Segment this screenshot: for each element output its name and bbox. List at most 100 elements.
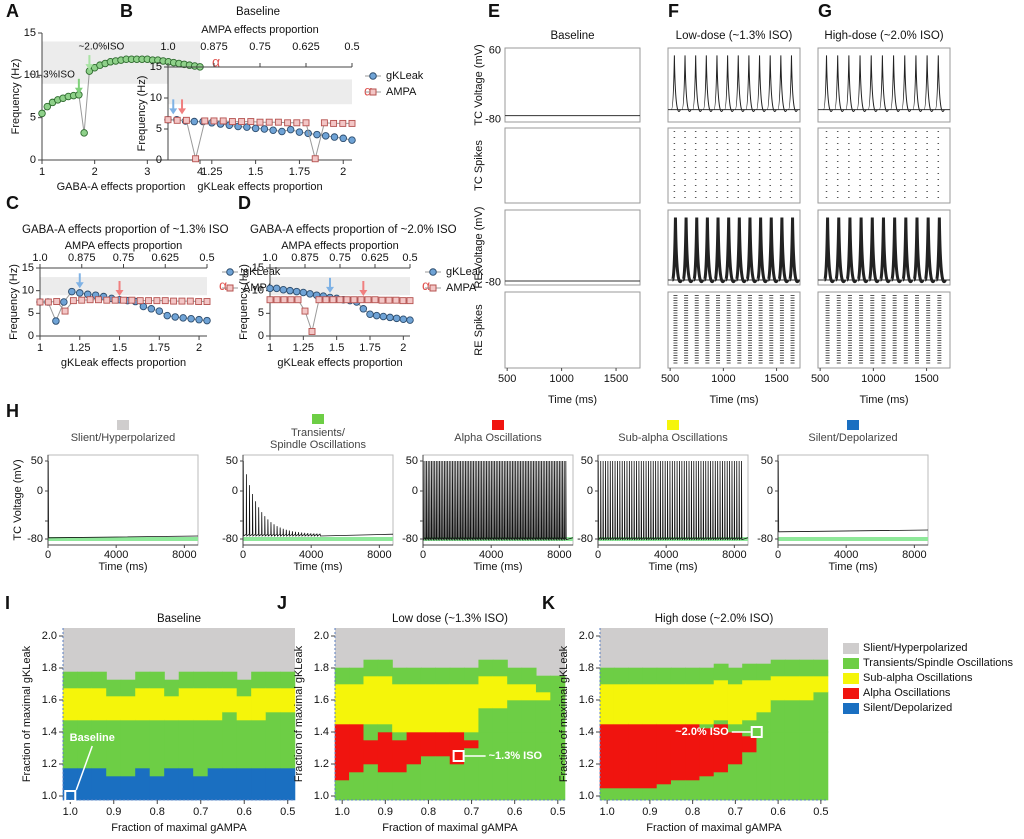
y-tick-label: 15 [24, 27, 36, 39]
region-cell [363, 739, 379, 765]
region-cell [334, 667, 350, 685]
region-cell [120, 775, 136, 801]
region-cell [420, 667, 436, 685]
x-tick-label: 3 [144, 166, 150, 178]
x-axis-label: Time (ms) [648, 561, 697, 573]
region-cell [207, 671, 223, 689]
y-tick-label: -80 [577, 533, 593, 545]
y-tick-label: 1.8 [42, 662, 57, 674]
y-tick-label: 1.0 [579, 790, 594, 802]
region-cell [478, 659, 494, 677]
region-cell [727, 731, 743, 765]
panel-title: Sub-alpha Oscillations [618, 432, 728, 444]
y-tick-label: 0 [30, 154, 36, 166]
y-tick-label: 1.4 [314, 726, 329, 738]
x2-tick-label: 0.875 [200, 41, 228, 53]
x2-tick-label: 0.625 [361, 252, 389, 264]
region-cell [377, 659, 393, 677]
voltage-spike [787, 55, 798, 112]
y-tick-label: 0 [156, 154, 162, 166]
marker [339, 134, 347, 143]
marker [299, 288, 308, 297]
region-cell [756, 735, 772, 801]
marker [269, 126, 277, 134]
trace-frame [504, 127, 641, 204]
y-tick-label: 5 [156, 123, 162, 135]
region-cell [91, 767, 107, 801]
panel-title: Baseline [157, 613, 201, 625]
marker [60, 298, 68, 306]
x-tick-label: 1.0 [599, 806, 614, 818]
marker [386, 313, 394, 322]
marker [378, 296, 386, 304]
region-cell [236, 767, 252, 801]
trace-frame [504, 47, 641, 123]
region-cell [492, 675, 508, 709]
x-tick-label: 1000 [711, 373, 735, 385]
region-cell [799, 699, 815, 733]
x-tick-label: 4 [197, 166, 203, 178]
voltage-spike [724, 217, 737, 284]
x-tick-label: 1.5 [329, 342, 344, 354]
region-cell [449, 731, 465, 765]
panel-title: Slient/Hyperpolarized [71, 432, 176, 444]
y-tick-label: 10 [24, 69, 36, 81]
arrow-head [74, 87, 83, 94]
y-tick-label: 1.4 [579, 726, 594, 738]
region-cell [164, 679, 180, 697]
region-cell [435, 731, 451, 757]
region-cell [178, 767, 194, 801]
y-tick-label: 0 [28, 330, 34, 342]
voltage-spike [867, 217, 880, 284]
marker [348, 136, 356, 144]
region-cell [135, 687, 151, 721]
region-cell [106, 679, 122, 697]
marker [359, 305, 368, 313]
voltage-spike [766, 55, 777, 112]
marker [313, 130, 321, 139]
marker [161, 297, 169, 305]
y-tick-label: 0 [767, 485, 773, 497]
marker [80, 129, 88, 137]
x-tick-label: 0.5 [550, 806, 565, 818]
x-tick-label: 4000 [479, 549, 503, 561]
region-cell [521, 699, 537, 733]
marker [179, 314, 187, 322]
y-tick-label: 60 [489, 44, 501, 56]
region-cell [535, 691, 551, 701]
region-cell [478, 731, 494, 801]
region-cell [713, 723, 729, 773]
region-cell [91, 719, 107, 769]
y-tick-label: 1.8 [579, 662, 594, 674]
region-cell [799, 731, 815, 801]
marker [153, 297, 161, 305]
region-cell [628, 723, 644, 789]
region-cell [770, 731, 786, 801]
region-cell [727, 683, 743, 725]
x-tick-label: 500 [661, 373, 679, 385]
region-cell [193, 687, 209, 721]
region-cell [599, 723, 615, 789]
region-cell [449, 683, 465, 733]
y-axis-label: Frequency (Hz) [136, 76, 148, 152]
panel-label: E [488, 1, 500, 21]
region-cell [77, 671, 93, 689]
panel-label: D [238, 193, 251, 213]
annotation: ~1.3%ISO [29, 69, 75, 80]
x-axis-label: gKLeak effects proportion [61, 357, 186, 369]
x-tick-label: 0.8 [421, 806, 436, 818]
y-tick-label: 5 [30, 112, 36, 124]
region-cell [670, 779, 686, 801]
y-tick-label: -80 [27, 533, 43, 545]
region-cell [642, 787, 658, 801]
region-cell [521, 683, 537, 701]
y-tick-label: 15 [150, 61, 162, 73]
y-tick-label: 1.6 [314, 694, 329, 706]
marker [76, 289, 84, 297]
marker [68, 287, 76, 296]
x-tick-label: 0.9 [106, 806, 121, 818]
region-cell [135, 767, 151, 801]
voltage-spike [713, 55, 724, 112]
y-tick-label: 1.6 [42, 694, 57, 706]
x-tick-label: 1.0 [63, 806, 78, 818]
